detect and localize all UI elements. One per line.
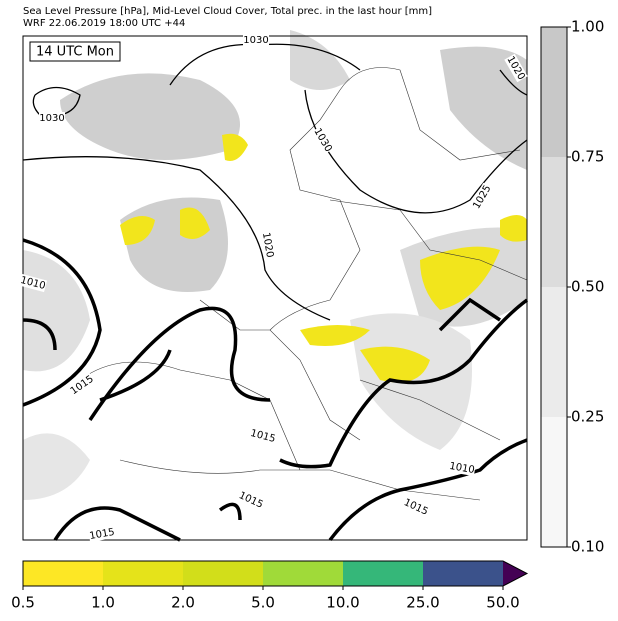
contour-label-bg xyxy=(311,125,335,155)
contour-label-bg xyxy=(448,459,476,477)
contour-label-bg xyxy=(401,496,431,518)
cloud-colorbar: 1.00 0.75 0.50 0.25 0.10 xyxy=(540,18,604,556)
contour-label-bg xyxy=(259,231,277,259)
colorbar-segment xyxy=(423,561,503,586)
colorbar-tick-label: 1.00 xyxy=(571,18,604,36)
time-box xyxy=(29,41,121,62)
contour-label-bg xyxy=(470,182,494,212)
colorbar-tick-label: 0.75 xyxy=(571,148,604,166)
map: 14 UTC Mon 10301030103010251020102010101… xyxy=(18,30,529,543)
contour-label-bg xyxy=(504,53,528,83)
colorbar-segment xyxy=(541,417,567,547)
colorbar-segment xyxy=(343,561,423,586)
contour-label: 1030 xyxy=(243,35,268,46)
contour-label-bg xyxy=(67,372,97,398)
header-line: WRF 22.06.2019 18:00 UTC +44 xyxy=(23,18,185,29)
colorbar-segment xyxy=(103,561,183,586)
contour-label: 1030 xyxy=(39,113,64,124)
contour-label-bg xyxy=(88,525,116,543)
colorbar-tick-label: 50.0 xyxy=(486,594,519,612)
colorbar-tick-label: 0.50 xyxy=(571,278,604,296)
contour-label-bg xyxy=(18,273,48,293)
contour-label-bg xyxy=(248,426,278,446)
colorbar-tick-label: 25.0 xyxy=(406,594,439,612)
contour-label-bg xyxy=(236,489,266,511)
colorbar-tick-label: 1.0 xyxy=(91,594,115,612)
contour-label: 1020 xyxy=(260,232,275,259)
colorbar-tick-label: 0.5 xyxy=(11,594,35,612)
colorbar-segment xyxy=(541,27,567,157)
colorbar-tick-label: 10.0 xyxy=(326,594,359,612)
colorbar-segment xyxy=(183,561,263,586)
colorbar-segment xyxy=(541,157,567,287)
precip-colorbar: 0.5 1.0 2.0 5.0 10.0 25.0 50.0 xyxy=(11,560,529,612)
colorbar-tick-label: 5.0 xyxy=(251,594,275,612)
colorbar-segment xyxy=(23,561,103,586)
precip-areas xyxy=(120,133,527,383)
colorbar-extension xyxy=(503,561,527,586)
contour-label-bg xyxy=(243,34,269,46)
time-label: 14 UTC Mon xyxy=(36,45,114,60)
colorbar-tick-label: 2.0 xyxy=(171,594,195,612)
contour-label: 1015 xyxy=(89,527,116,542)
isobars-bold xyxy=(22,238,529,542)
colorbar-tick-label: 0.10 xyxy=(571,538,604,556)
colorbar-tick-label: 0.25 xyxy=(571,408,604,426)
contour-label: 1010 xyxy=(448,461,475,476)
contour-label-bg xyxy=(39,112,65,124)
colorbar-segment xyxy=(263,561,343,586)
map-frame xyxy=(22,35,528,541)
header-line: Sea Level Pressure [hPa], Mid-Level Clou… xyxy=(23,6,432,17)
colorbar-frame xyxy=(22,560,529,587)
colorbar-segment xyxy=(541,287,567,417)
